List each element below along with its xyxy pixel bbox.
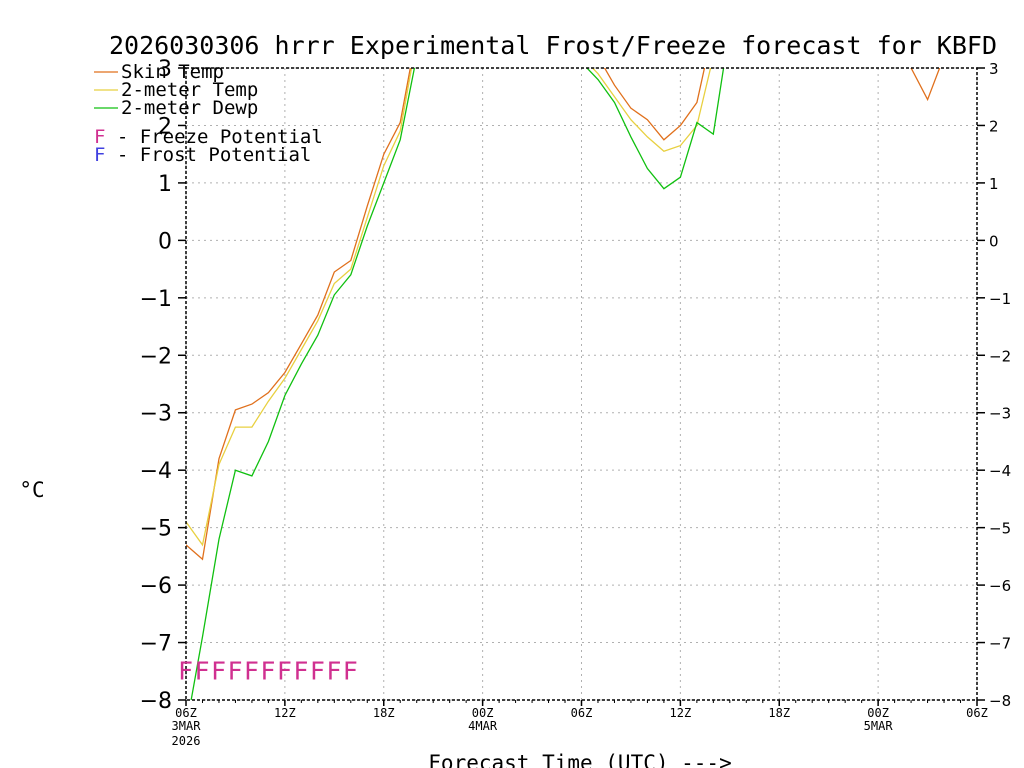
y-tick-label-left: −3 xyxy=(140,402,172,427)
x-tick-date: 4MAR xyxy=(468,719,498,733)
y-tick-label-right: −3 xyxy=(989,405,1011,423)
freeze-potential-marker: F xyxy=(227,656,242,685)
y-tick-label-left: −2 xyxy=(140,344,172,369)
series-lines xyxy=(186,68,941,700)
x-axis-label: Forecast Time (UTC) ---> xyxy=(428,751,731,768)
y-tick-label-left: 2 xyxy=(158,114,172,139)
legend-label: Skin Temp xyxy=(121,61,224,83)
series-line-skin-temp xyxy=(186,68,941,561)
plot-frame xyxy=(185,67,978,701)
legend-potential-entry: F - Freeze Potential xyxy=(94,126,323,148)
freeze-potential-marker: F xyxy=(244,656,259,685)
y-tick-label-left: −7 xyxy=(140,632,172,657)
y-tick-label-right: −5 xyxy=(989,520,1011,538)
x-tick-label: 00Z xyxy=(867,706,889,720)
x-tick-date: 5MAR xyxy=(864,719,894,733)
freeze-potential-marker: F xyxy=(326,656,341,685)
legend-potential-label: - Freeze Potential xyxy=(105,126,322,148)
freeze-potential-marker: F xyxy=(260,656,275,685)
y-tick-label-left: −4 xyxy=(140,459,172,484)
legend-potential-label: - Frost Potential xyxy=(105,144,311,166)
x-tick-label: 00Z xyxy=(472,706,494,720)
y-tick-label-right: −8 xyxy=(989,692,1011,710)
y-tick-label-right: −6 xyxy=(989,577,1011,595)
y-tick-label-right: 0 xyxy=(989,232,999,250)
x-tick-label: 18Z xyxy=(768,706,790,720)
freeze-potential-marker: F xyxy=(178,656,193,685)
y-tick-label-left: −1 xyxy=(140,287,172,312)
y-tick-label-left: 3 xyxy=(158,57,172,82)
legend-label: 2-meter Temp xyxy=(121,79,258,101)
y-tick-label-right: 1 xyxy=(989,175,999,193)
y-tick-label-left: −6 xyxy=(140,574,172,599)
x-tick-label: 06Z xyxy=(571,706,593,720)
x-tick-label: 18Z xyxy=(373,706,395,720)
series-line-2-meter-temp xyxy=(186,68,712,547)
x-tick-date: 3MAR xyxy=(172,719,202,733)
freeze-potential-marker: F xyxy=(211,656,226,685)
axes: −8 −8 −7 −7 −6 −6 −5 −5 −4 −4 −3 −3 −2 −2 −1 −1 0 0 1 1 2 2 3 3… xyxy=(140,57,1012,748)
freeze-potential-marker: F xyxy=(277,656,292,685)
freeze-potential-marker: F xyxy=(293,656,308,685)
freeze-potential-marker: F xyxy=(343,656,358,685)
y-axis-unit-label: °C xyxy=(19,478,44,502)
x-tick-label: 06Z xyxy=(175,706,197,720)
y-tick-label-left: −8 xyxy=(140,689,172,714)
y-tick-label-right: −7 xyxy=(989,635,1011,653)
x-tick-label: 12Z xyxy=(670,706,692,720)
y-tick-label-right: 2 xyxy=(989,117,999,135)
legend-label: 2-meter Dewp xyxy=(121,97,258,119)
y-tick-label-right: −2 xyxy=(989,347,1011,365)
legend-potential-letter: F xyxy=(94,126,105,148)
freeze-potential-marker: F xyxy=(194,656,209,685)
y-tick-label-left: 0 xyxy=(158,229,172,254)
y-tick-label-right: −1 xyxy=(989,290,1011,308)
y-tick-label-left: −5 xyxy=(140,517,172,542)
x-tick-label: 12Z xyxy=(274,706,296,720)
freeze-potential-marker: F xyxy=(310,656,325,685)
y-tick-label-right: 3 xyxy=(989,60,999,78)
x-tick-year: 2026 xyxy=(172,734,201,748)
legend-potential-entry: F - Frost Potential xyxy=(94,144,311,166)
y-tick-label-right: −4 xyxy=(989,462,1011,480)
x-tick-label: 06Z xyxy=(966,706,988,720)
legend-potential-letter: F xyxy=(94,144,105,166)
y-tick-label-left: 1 xyxy=(158,172,172,197)
series-line-2-meter-dewp xyxy=(190,68,725,700)
chart-title: 2026030306 hrrr Experimental Frost/Freez… xyxy=(109,31,997,60)
